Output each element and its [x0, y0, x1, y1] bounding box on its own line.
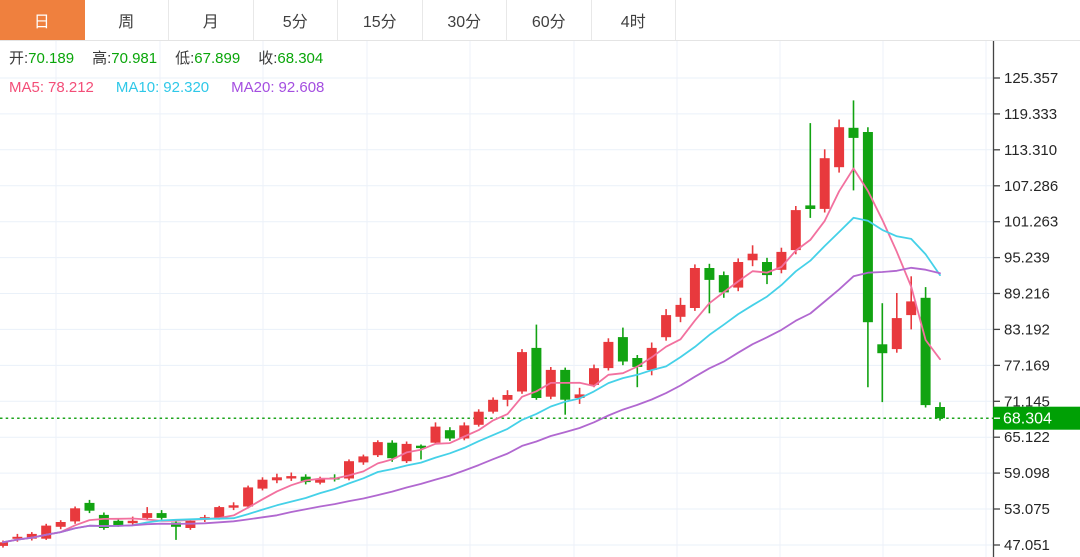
candle-body — [430, 426, 441, 443]
candle-body — [935, 407, 945, 419]
candle-body — [531, 347, 542, 398]
candle-body — [877, 344, 888, 354]
candle-body — [661, 315, 672, 338]
candle-body — [286, 476, 297, 479]
candle-body — [733, 262, 744, 288]
candle-body — [718, 275, 729, 293]
candle-body — [776, 251, 787, 270]
candle-body — [560, 369, 571, 400]
candle-body — [689, 268, 700, 308]
candle-body — [675, 304, 686, 317]
candle-body — [127, 520, 138, 524]
candle-body — [12, 536, 23, 539]
y-axis-label: 107.286 — [1004, 178, 1058, 195]
tab-week[interactable]: 周 — [85, 0, 169, 40]
candle-body — [920, 297, 931, 406]
candle-body — [862, 132, 873, 323]
candle-body — [517, 352, 527, 392]
candle-body — [906, 301, 917, 316]
candle-body — [416, 445, 426, 449]
candle-body — [243, 487, 254, 507]
candle-body — [358, 456, 369, 463]
y-axis-label: 65.122 — [1004, 429, 1050, 446]
candle-body — [805, 205, 816, 209]
candle-body — [459, 425, 470, 439]
candle-body — [747, 253, 758, 261]
y-axis-label: 101.263 — [1004, 214, 1058, 231]
candle-body — [632, 358, 643, 367]
tab-15min[interactable]: 15分 — [338, 0, 423, 40]
candle-body — [603, 341, 614, 369]
candle-body — [617, 337, 628, 362]
tab-5min[interactable]: 5分 — [254, 0, 338, 40]
tab-60min[interactable]: 60分 — [507, 0, 592, 40]
candle-body — [98, 514, 109, 528]
candle-body — [228, 505, 239, 508]
y-axis-label: 95.239 — [1004, 250, 1050, 267]
candle-body — [704, 268, 715, 280]
candle-body — [762, 262, 772, 276]
candle-body — [41, 525, 52, 539]
ma10-line — [2, 216, 941, 544]
candle-body — [891, 318, 902, 350]
tab-month[interactable]: 月 — [169, 0, 254, 40]
candle-body — [214, 507, 225, 518]
candle-body — [473, 411, 484, 425]
y-axis-label: 47.051 — [1004, 537, 1050, 554]
candle-body — [84, 502, 95, 511]
candle-body — [0, 542, 8, 546]
candle-body — [646, 347, 657, 370]
tab-day[interactable]: 日 — [0, 0, 85, 40]
candle-body — [488, 399, 499, 412]
candle-body — [444, 430, 455, 439]
current-price-badge — [993, 406, 1080, 430]
candlestick-chart[interactable]: 125.357 119.333 113.310 107.286 101.263 95.23… — [0, 41, 1080, 557]
candle-body — [344, 461, 354, 479]
candle-body — [156, 513, 167, 518]
candle-body — [574, 394, 585, 398]
y-axis-label: 71.145 — [1004, 393, 1050, 410]
candle-body — [142, 513, 153, 518]
candle-body — [848, 127, 859, 138]
interval-tab-bar: 日周月 5分 15分 30分 60分 4时 — [0, 0, 1080, 41]
ma20-line — [2, 266, 941, 544]
candle-body — [300, 476, 311, 483]
candle-body — [834, 127, 845, 168]
y-axis-label: 89.216 — [1004, 286, 1050, 303]
y-axis-label: 119.333 — [1004, 106, 1057, 123]
tab-4hour[interactable]: 4时 — [592, 0, 676, 40]
candle-body — [502, 395, 513, 400]
candle-body — [790, 210, 801, 251]
candle-body — [271, 477, 282, 481]
candle-body — [70, 508, 81, 522]
candle-body — [26, 533, 37, 539]
candle-body — [315, 478, 326, 483]
y-axis-label: 77.169 — [1004, 357, 1050, 374]
candle-body — [113, 520, 124, 525]
current-price-badge-label: 68.304 — [1003, 411, 1052, 428]
candle-body — [819, 158, 830, 209]
y-axis-label: 113.310 — [1004, 142, 1057, 159]
candle-body — [387, 442, 398, 459]
candle-body — [55, 522, 66, 527]
candle-body — [589, 368, 599, 385]
y-axis-label: 53.075 — [1004, 501, 1050, 518]
y-axis-label: 83.192 — [1004, 321, 1050, 338]
candle-body — [257, 479, 268, 489]
candle-body — [372, 442, 383, 456]
y-axis-label: 125.357 — [1004, 70, 1058, 87]
y-axis-label: 59.098 — [1004, 465, 1050, 482]
tab-30min[interactable]: 30分 — [423, 0, 507, 40]
